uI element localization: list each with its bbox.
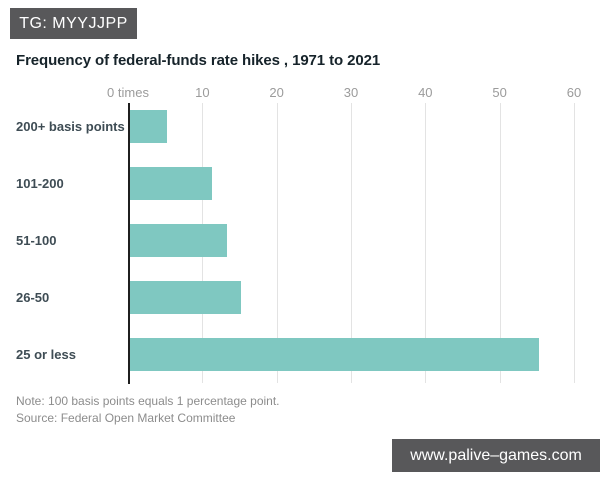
x-tick-label: 50 bbox=[492, 85, 507, 100]
category-label: 51-100 bbox=[16, 233, 57, 248]
x-tick-label: 30 bbox=[343, 85, 359, 100]
tag-badge: TG: MYYJJPP bbox=[10, 8, 137, 39]
category-label: 101-200 bbox=[16, 176, 64, 191]
y-axis-line bbox=[128, 103, 130, 384]
x-tick-label: 40 bbox=[418, 85, 433, 100]
watermark-label: www.palive–games.com bbox=[410, 446, 582, 464]
chart-source: Source: Federal Open Market Committee bbox=[16, 411, 236, 425]
x-tick-label: 20 bbox=[269, 85, 284, 100]
x-tick-label: 60 bbox=[566, 85, 582, 100]
bar bbox=[130, 110, 168, 143]
gridline bbox=[499, 103, 501, 383]
bar bbox=[130, 224, 227, 257]
bar bbox=[130, 167, 212, 200]
gridline bbox=[276, 103, 278, 383]
category-label: 26-50 bbox=[16, 290, 50, 305]
x-tick-label: 0 times bbox=[107, 85, 149, 100]
gridline bbox=[425, 103, 427, 383]
gridline bbox=[350, 103, 352, 383]
category-label: 25 or less bbox=[16, 347, 76, 362]
gridline bbox=[573, 103, 575, 383]
bar bbox=[130, 338, 539, 371]
watermark-badge: www.palive–games.com bbox=[392, 439, 600, 472]
category-label: 200+ basis points bbox=[16, 119, 125, 134]
tag-badge-label: TG: MYYJJPP bbox=[19, 14, 128, 32]
chart-title: Frequency of federal-funds rate hikes , … bbox=[16, 52, 381, 69]
chart-note: Note: 100 basis points equals 1 percenta… bbox=[16, 394, 280, 408]
x-tick-label: 10 bbox=[195, 85, 210, 100]
bar bbox=[130, 281, 242, 314]
